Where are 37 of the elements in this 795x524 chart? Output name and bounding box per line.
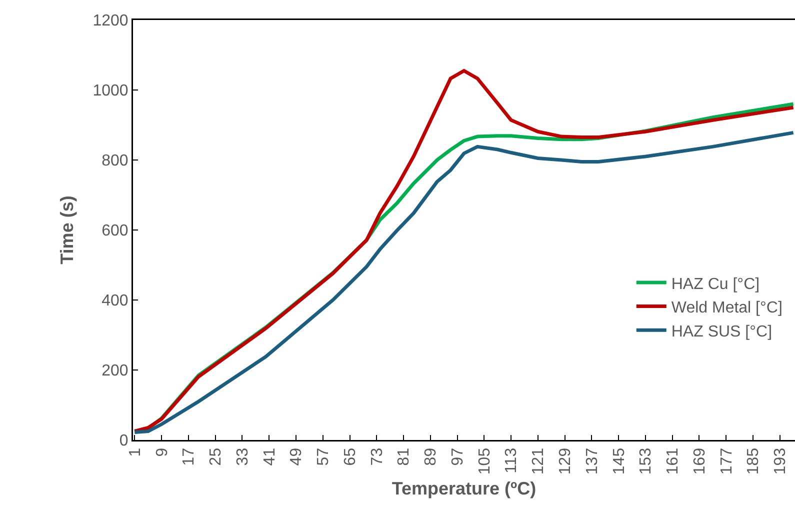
x-tick-label: 121 — [530, 448, 548, 475]
x-tick-label: 137 — [584, 448, 601, 475]
x-tick-label: 177 — [718, 448, 736, 475]
legend-label: Weld Metal [°C] — [671, 300, 782, 317]
x-tick-label: 49 — [288, 448, 306, 466]
x-tick-label: 113 — [503, 448, 520, 474]
x-tick-label: 33 — [234, 448, 252, 466]
x-tick-label: 193 — [772, 448, 790, 475]
x-tick-label: 57 — [315, 448, 332, 466]
x-tick-label: 1 — [126, 448, 144, 457]
y-tick-label: 1000 — [92, 82, 128, 100]
x-tick-label: 89 — [422, 448, 440, 466]
x-tick-label: 185 — [745, 448, 762, 475]
y-axis-title: Time (s) — [57, 196, 78, 264]
y-tick-label: 600 — [102, 222, 128, 240]
x-tick-label: 129 — [557, 448, 574, 475]
x-tick-label: 17 — [180, 448, 198, 466]
x-tick-label: 169 — [691, 448, 708, 475]
y-tick-label: 0 — [119, 432, 128, 450]
y-tick-label: 1200 — [92, 12, 128, 30]
y-tick-label: 800 — [102, 152, 128, 170]
x-tick-label: 105 — [476, 448, 494, 475]
x-tick-label: 41 — [261, 448, 278, 466]
x-tick-label: 25 — [208, 448, 225, 466]
legend-label: HAZ Cu [°C] — [671, 276, 760, 293]
x-tick-label: 153 — [638, 448, 655, 475]
x-axis-title: Temperature (ºC) — [392, 478, 536, 498]
x-tick-label: 9 — [154, 448, 171, 457]
y-tick-label: 200 — [102, 362, 128, 380]
x-tick-label: 161 — [664, 448, 682, 475]
y-tick-label: 400 — [102, 292, 128, 310]
x-tick-label: 97 — [449, 448, 466, 466]
legend-label: HAZ SUS [°C] — [671, 323, 772, 340]
x-tick-label: 145 — [610, 448, 628, 475]
x-tick-label: 65 — [342, 448, 359, 466]
x-tick-label: 73 — [368, 448, 386, 466]
x-tick-label: 81 — [396, 448, 413, 466]
